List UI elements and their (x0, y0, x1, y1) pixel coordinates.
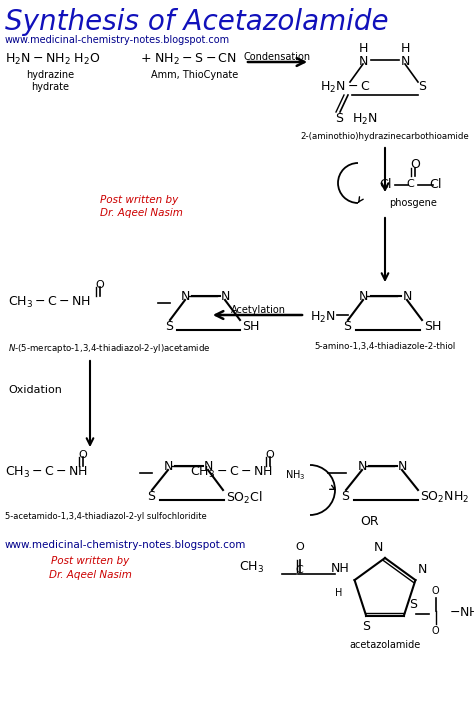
Text: Post written by: Post written by (100, 195, 178, 205)
Text: www.medicinal-chemistry-notes.blogspot.com: www.medicinal-chemistry-notes.blogspot.c… (5, 540, 246, 550)
Text: $\mathsf{N}$: $\mathsf{N}$ (203, 460, 213, 473)
Text: $\mathsf{NH_3}$: $\mathsf{NH_3}$ (285, 468, 305, 481)
Text: O: O (410, 158, 420, 171)
Text: O: O (432, 586, 439, 596)
Text: $\mathsf{CH_3-C-NH}$: $\mathsf{CH_3-C-NH}$ (8, 295, 91, 310)
Text: $\mathsf{C}$: $\mathsf{C}$ (406, 177, 416, 189)
Text: acetazolamide: acetazolamide (349, 640, 420, 650)
Text: $\mathsf{+\ NH_2-S-CN}$: $\mathsf{+\ NH_2-S-CN}$ (140, 52, 237, 67)
Text: $\mathsf{H_2N}$: $\mathsf{H_2N}$ (310, 310, 336, 325)
Text: $\mathit{N}$-(5-mercapto-1,3,4-thiadiazol-2-yl)acetamide: $\mathit{N}$-(5-mercapto-1,3,4-thiadiazo… (8, 342, 210, 355)
Text: N: N (374, 541, 383, 554)
Text: $\mathsf{H_2N}$: $\mathsf{H_2N}$ (352, 112, 378, 127)
Text: 5-amino-1,3,4-thiadiazole-2-thiol: 5-amino-1,3,4-thiadiazole-2-thiol (314, 342, 456, 351)
Text: $\mathsf{S}$: $\mathsf{S}$ (336, 112, 345, 125)
Text: $\mathsf{SO_2NH_2}$: $\mathsf{SO_2NH_2}$ (420, 490, 469, 505)
Text: $\mathsf{S}$: $\mathsf{S}$ (418, 80, 427, 93)
Text: $\mathsf{O}$: $\mathsf{O}$ (78, 448, 88, 460)
Text: $\mathsf{N}$: $\mathsf{N}$ (358, 290, 368, 303)
Text: S: S (409, 598, 417, 611)
Text: H: H (401, 42, 410, 55)
Text: hydrazine: hydrazine (26, 70, 74, 80)
Text: $\mathsf{H_2N-C}$: $\mathsf{H_2N-C}$ (320, 80, 370, 95)
Text: $\mathsf{CH_3-C-NH}$: $\mathsf{CH_3-C-NH}$ (5, 465, 88, 480)
Text: $\mathsf{O}$: $\mathsf{O}$ (95, 278, 105, 290)
Text: $\mathsf{S}$: $\mathsf{S}$ (343, 320, 353, 333)
Text: Acetylation: Acetylation (230, 305, 285, 315)
Text: H: H (358, 42, 368, 55)
Text: $\mathsf{N}$: $\mathsf{N}$ (397, 460, 407, 473)
Text: $\mathsf{CH_3}$: $\mathsf{CH_3}$ (239, 560, 264, 575)
Text: O: O (432, 626, 439, 636)
Text: $\mathsf{N}$: $\mathsf{N}$ (402, 290, 412, 303)
Text: www.medicinal-chemistry-notes.blogspot.com: www.medicinal-chemistry-notes.blogspot.c… (5, 35, 230, 45)
Text: $\mathsf{N}$: $\mathsf{N}$ (220, 290, 230, 303)
Text: $\mathsf{O}$: $\mathsf{O}$ (265, 448, 275, 460)
Text: N: N (418, 563, 427, 576)
Text: Oxidation: Oxidation (8, 385, 62, 395)
Text: $\mathsf{N}$: $\mathsf{N}$ (180, 290, 190, 303)
Text: 2-(aminothio)hydrazinecarbothioamide: 2-(aminothio)hydrazinecarbothioamide (301, 132, 469, 141)
Text: $\mathsf{SH}$: $\mathsf{SH}$ (424, 320, 442, 333)
Text: $\mathsf{SO_2Cl}$: $\mathsf{SO_2Cl}$ (226, 490, 263, 506)
Text: $\mathsf{S}$: $\mathsf{S}$ (341, 490, 351, 503)
Text: Synthesis of Acetazolamide: Synthesis of Acetazolamide (5, 8, 389, 36)
Text: H: H (335, 588, 343, 598)
Text: $\mathsf{S}$: $\mathsf{S}$ (165, 320, 174, 333)
Text: OR: OR (361, 515, 379, 528)
Text: Amm, ThioCynate: Amm, ThioCynate (151, 70, 238, 80)
Text: Dr. Aqeel Nasim: Dr. Aqeel Nasim (48, 570, 131, 580)
Text: $\mathsf{Cl}$: $\mathsf{Cl}$ (380, 177, 392, 191)
Text: NH: NH (331, 562, 349, 575)
Text: $\mathsf{-NH_2}$: $\mathsf{-NH_2}$ (449, 606, 474, 621)
Text: O: O (295, 542, 304, 552)
Text: Dr. Aqeel Nasim: Dr. Aqeel Nasim (100, 208, 183, 218)
Text: $\mathsf{SH}$: $\mathsf{SH}$ (242, 320, 260, 333)
Text: $\mathsf{N}$: $\mathsf{N}$ (163, 460, 173, 473)
Text: $\mathsf{C}$: $\mathsf{C}$ (295, 563, 304, 575)
Text: $\mathsf{CH_3-C-NH}$: $\mathsf{CH_3-C-NH}$ (190, 465, 273, 480)
Text: $\mathsf{S}$: $\mathsf{S}$ (147, 490, 156, 503)
Text: hydrate: hydrate (31, 82, 69, 92)
Text: Post written by: Post written by (51, 556, 129, 566)
Text: $\mathsf{N}$: $\mathsf{N}$ (358, 55, 368, 68)
Text: Condensation: Condensation (244, 52, 310, 62)
Text: phosgene: phosgene (389, 198, 437, 208)
Text: $\mathsf{H_2N-NH_2\ H_2O}$: $\mathsf{H_2N-NH_2\ H_2O}$ (5, 52, 100, 67)
Text: 5-acetamido-1,3,4-thiadiazol-2-yl sulfochloridite: 5-acetamido-1,3,4-thiadiazol-2-yl sulfoc… (5, 512, 207, 521)
Text: S: S (362, 620, 370, 633)
Text: $\mathsf{N}$: $\mathsf{N}$ (357, 460, 367, 473)
Text: $\mathsf{Cl}$: $\mathsf{Cl}$ (429, 177, 443, 191)
Text: $\mathsf{N}$: $\mathsf{N}$ (400, 55, 410, 68)
